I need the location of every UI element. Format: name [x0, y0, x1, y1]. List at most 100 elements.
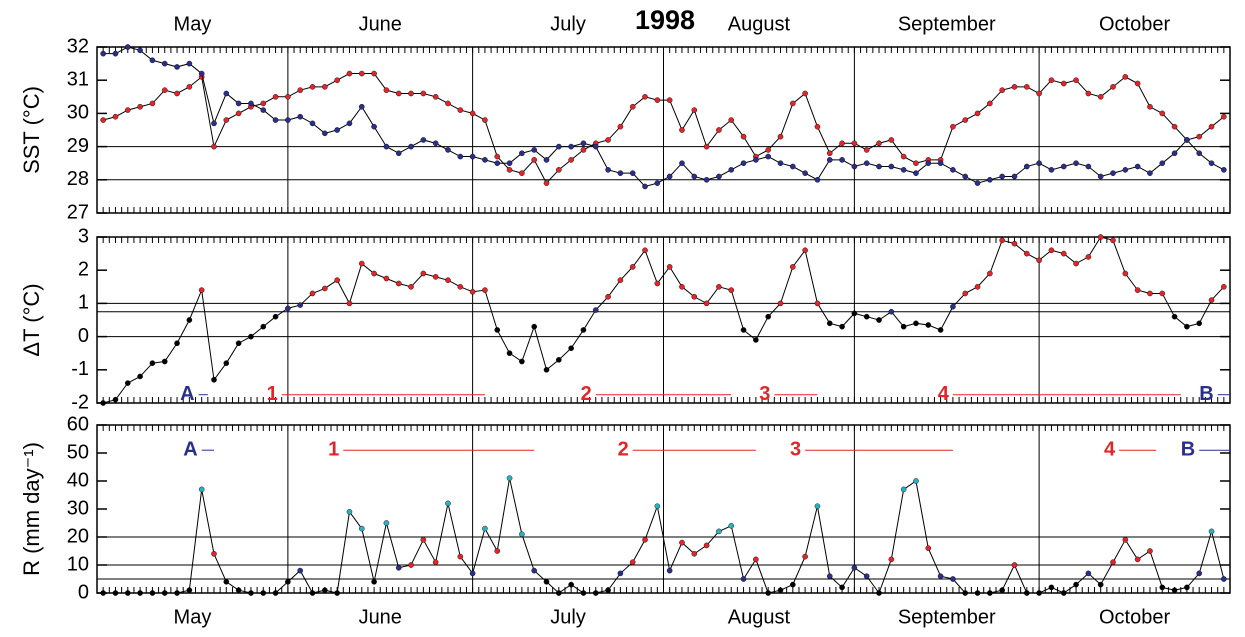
event-label: 1 — [267, 383, 278, 405]
data-point — [568, 157, 574, 163]
data-point — [753, 157, 759, 163]
data-point — [211, 376, 217, 383]
data-point — [1134, 287, 1141, 293]
y-tick-label: 50 — [67, 441, 89, 463]
data-point — [309, 84, 316, 90]
data-point — [100, 590, 106, 596]
data-point — [124, 590, 131, 596]
data-point — [297, 113, 304, 120]
data-point — [149, 57, 156, 64]
data-point — [112, 50, 119, 57]
data-point — [617, 570, 624, 577]
data-point — [1196, 150, 1203, 157]
data-point — [235, 110, 242, 117]
data-point — [765, 313, 771, 320]
event-label: B — [1199, 383, 1213, 405]
month-label: July — [550, 606, 586, 628]
data-point — [519, 170, 525, 176]
data-point — [679, 160, 685, 166]
data-point — [519, 358, 525, 365]
data-point — [211, 143, 217, 150]
data-point — [900, 323, 907, 330]
y-tick-label: -2 — [71, 391, 89, 413]
data-point — [1085, 254, 1092, 260]
data-point — [1036, 590, 1042, 596]
data-point — [740, 576, 747, 582]
data-point — [1122, 74, 1129, 80]
data-point — [765, 147, 771, 153]
data-point — [469, 153, 476, 160]
data-point — [814, 123, 821, 130]
data-point — [1085, 163, 1092, 170]
data-point — [790, 163, 796, 170]
data-point — [346, 70, 353, 77]
data-point — [937, 573, 944, 580]
data-point — [100, 400, 106, 406]
data-point — [863, 160, 870, 166]
data-point — [1171, 313, 1178, 320]
data-point — [1159, 584, 1166, 591]
data-point — [987, 270, 993, 277]
data-point — [679, 539, 685, 546]
data-point — [1208, 297, 1215, 303]
data-point — [1023, 250, 1030, 257]
data-point — [568, 345, 574, 352]
data-point — [494, 153, 501, 160]
data-point — [876, 163, 882, 170]
month-label: May — [174, 606, 212, 628]
data-point — [248, 333, 254, 340]
data-point — [987, 176, 993, 183]
data-point — [395, 280, 402, 287]
data-point — [1060, 163, 1067, 170]
y-axis-label: ΔT (°C) — [19, 283, 44, 356]
data-point — [260, 107, 267, 113]
data-point — [371, 579, 377, 585]
data-point — [851, 565, 858, 571]
data-point — [1023, 163, 1030, 170]
data-point — [999, 173, 1005, 180]
data-point — [1023, 84, 1030, 90]
event-label: A — [183, 438, 197, 460]
data-point — [900, 153, 907, 160]
data-point — [1011, 240, 1018, 247]
y-tick-label: 31 — [67, 68, 89, 90]
month-label: June — [359, 13, 402, 35]
data-point — [863, 313, 870, 320]
data-point — [592, 590, 599, 596]
data-point — [457, 553, 464, 560]
data-point — [482, 157, 488, 163]
data-point — [1110, 237, 1116, 244]
event-label: B — [1181, 438, 1195, 460]
data-point — [506, 167, 513, 173]
data-point — [753, 337, 759, 343]
y-tick-label: 0 — [78, 325, 89, 347]
data-point — [740, 160, 747, 166]
data-point — [358, 103, 365, 110]
data-point — [1011, 562, 1018, 568]
data-point — [1073, 260, 1079, 267]
data-point — [445, 147, 451, 153]
data-point — [1085, 90, 1092, 97]
data-point — [161, 358, 168, 365]
data-point — [198, 486, 205, 493]
data-point — [556, 143, 562, 150]
data-point — [395, 90, 402, 97]
data-point — [987, 590, 993, 596]
data-point — [346, 120, 353, 127]
data-point — [691, 551, 698, 557]
data-point — [617, 170, 624, 176]
data-point — [494, 160, 501, 166]
data-point — [839, 140, 845, 147]
data-point — [1208, 160, 1215, 166]
data-point — [309, 120, 316, 127]
data-point — [346, 300, 353, 307]
data-point — [999, 587, 1005, 594]
data-point — [334, 127, 340, 133]
data-point — [358, 70, 365, 77]
y-tick-label: 28 — [67, 168, 89, 190]
data-point — [1060, 250, 1067, 257]
data-point — [260, 100, 267, 107]
data-point — [420, 90, 427, 97]
data-point — [420, 270, 427, 277]
